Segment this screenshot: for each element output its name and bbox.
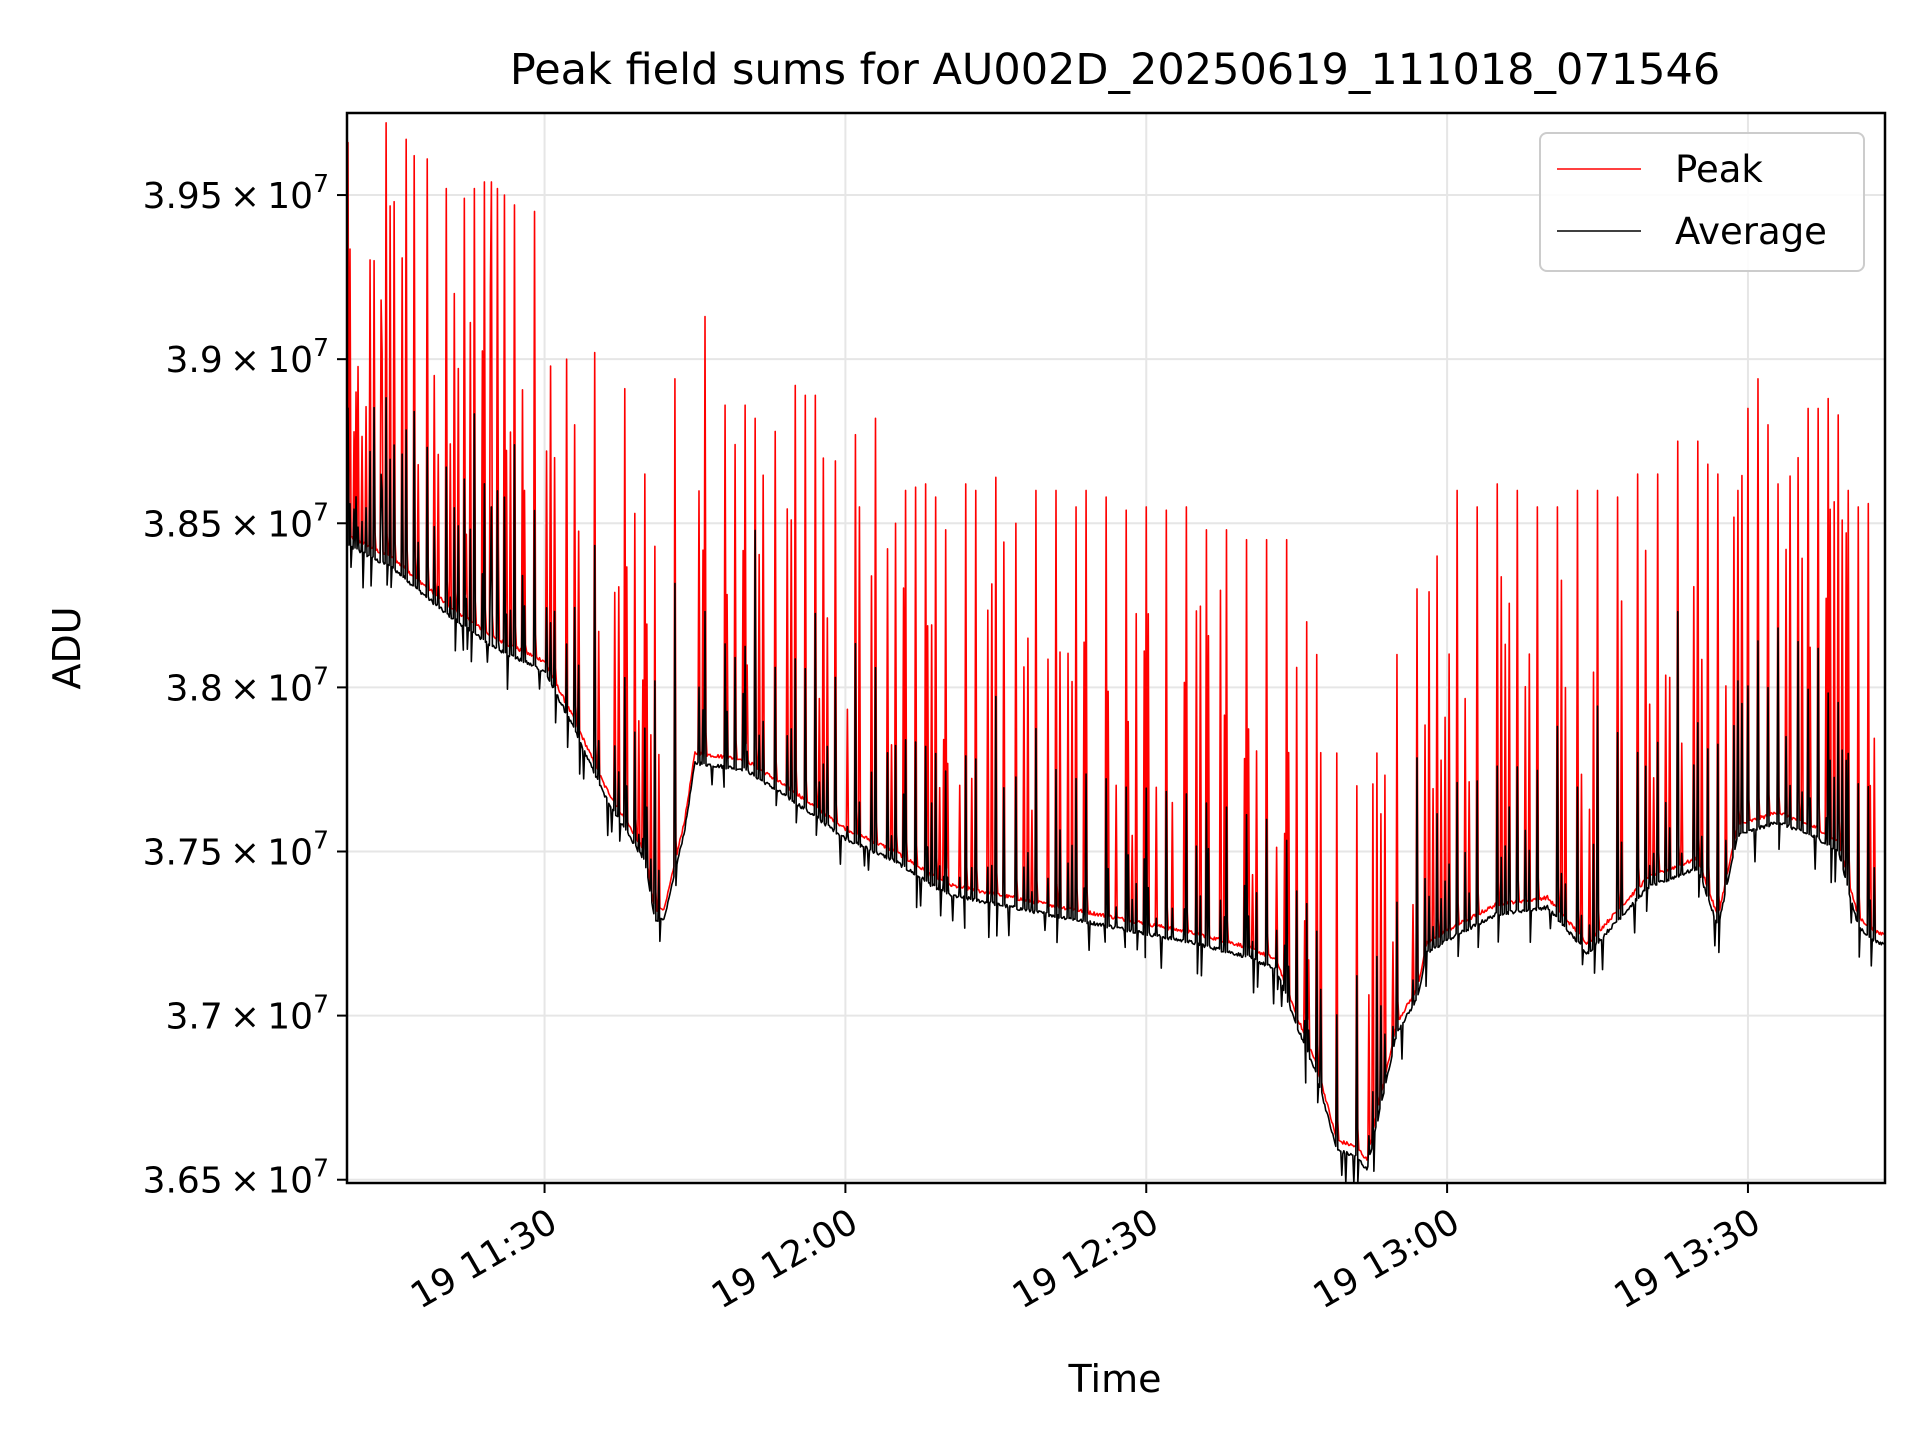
- y-axis-ticks: 3.65 × 107 3.7 × 107 3.75 × 107 3.8 × 107 3.…: [143, 169, 347, 1202]
- y-tick-label: 3.65 × 107: [143, 1154, 329, 1202]
- y-tick-label: 3.95 × 107: [143, 169, 329, 217]
- y-tick-label: 3.8 × 107: [165, 661, 329, 709]
- legend-label-average: Average: [1675, 210, 1827, 253]
- series-line-peak: [346, 122, 1885, 1161]
- legend-box: [1539, 132, 1865, 272]
- plot-frame: [345, 111, 1887, 1185]
- plot-background: [347, 113, 1885, 1183]
- y-axis-label: ADU: [45, 606, 89, 689]
- plot-area: [345, 111, 1887, 1185]
- chart-title: Peak field sums for AU002D_20250619_1110…: [510, 45, 1720, 95]
- legend: Peak Average: [1539, 132, 1865, 272]
- y-tick-label: 3.75 × 107: [143, 825, 329, 873]
- legend-label-peak: Peak: [1675, 148, 1763, 191]
- x-axis-label: Time: [1068, 1357, 1162, 1401]
- y-tick-label: 3.9 × 107: [165, 333, 329, 381]
- series-line-average: [346, 396, 1885, 1184]
- y-tick-label: 3.7 × 107: [165, 990, 329, 1038]
- series-layer: [346, 122, 1885, 1184]
- y-tick-label: 3.85 × 107: [143, 497, 329, 545]
